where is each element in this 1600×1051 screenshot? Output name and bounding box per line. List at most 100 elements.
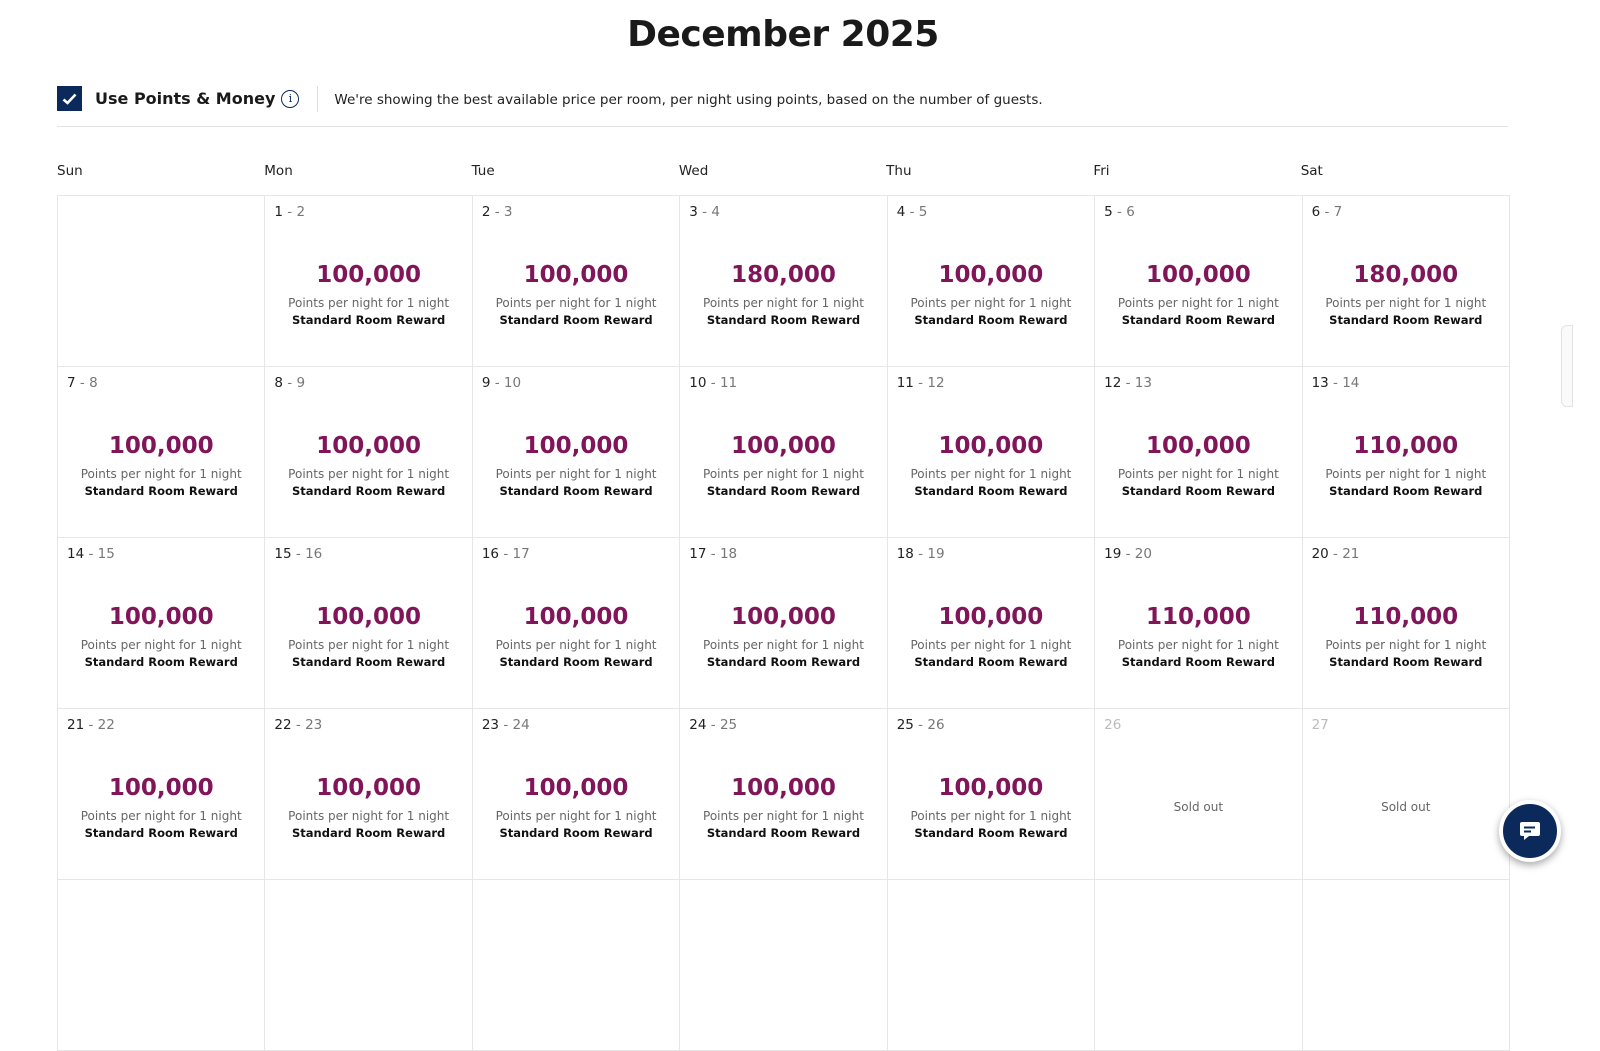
calendar-cell-27: 27 Sold out	[1302, 709, 1510, 880]
points-price: 100,000	[731, 775, 836, 801]
calendar-cell-20[interactable]: 20 - 21 110,000 Points per night for 1 nig…	[1302, 538, 1510, 709]
date-separator: -	[913, 546, 928, 562]
price-subtitle: Points per night for 1 night	[1325, 296, 1487, 310]
calendar-cell-11[interactable]: 11 - 12 100,000 Points per night for 1 nig…	[887, 367, 1096, 538]
check-out-date: 16	[305, 546, 323, 562]
price-subtitle: Points per night for 1 night	[1117, 296, 1279, 310]
room-type: Standard Room Reward	[499, 826, 653, 840]
calendar-cell-21[interactable]: 21 - 22 100,000 Points per night for 1 nig…	[58, 709, 266, 880]
date-separator: -	[1121, 375, 1135, 391]
check-in-date: 13	[1311, 375, 1329, 391]
price-subtitle: Points per night for 1 night	[495, 296, 657, 310]
calendar-cell-1[interactable]: 1 - 2 100,000 Points per night for 1 night…	[265, 196, 473, 367]
check-in-date: 5	[1104, 204, 1113, 220]
check-out-date: 2	[296, 204, 306, 220]
info-icon[interactable]: i	[281, 90, 300, 108]
calendar-cell-next-row	[265, 880, 473, 1051]
side-feedback-tab[interactable]	[1561, 325, 1573, 407]
check-in-date: 22	[274, 717, 292, 733]
price-subtitle: Points per night for 1 night	[703, 638, 864, 652]
calendar-cell-10[interactable]: 10 - 11 100,000 Points per night for 1 nig…	[680, 367, 888, 538]
points-price: 100,000	[108, 775, 214, 801]
weekday-sun: Sun	[57, 163, 83, 179]
calendar-cell-empty	[58, 196, 266, 367]
points-price: 100,000	[316, 262, 422, 288]
weekday-sat: Sat	[1300, 163, 1323, 179]
room-type: Standard Room Reward	[84, 655, 238, 669]
date-separator: -	[84, 546, 98, 562]
pricing-description: We're showing the best available price p…	[334, 92, 1043, 108]
calendar-cell-23[interactable]: 23 - 24 100,000 Points per night for 1 nig…	[472, 709, 681, 880]
date-range: 7 - 8	[67, 375, 98, 391]
room-type: Standard Room Reward	[706, 655, 861, 669]
date-separator: -	[1328, 546, 1343, 562]
date-separator: -	[291, 546, 306, 562]
price-subtitle: Points per night for 1 night	[703, 467, 864, 481]
points-price: 100,000	[108, 604, 214, 630]
calendar-cell-9[interactable]: 9 - 10 100,000 Points per night for 1 nigh…	[472, 367, 681, 538]
room-type: Standard Room Reward	[914, 655, 1068, 669]
use-points-money-label[interactable]: Use Points & Money	[95, 89, 276, 108]
check-out-date: 9	[296, 375, 306, 391]
use-points-money-checkbox[interactable]	[57, 86, 82, 111]
calendar-cell-next-row	[680, 880, 888, 1051]
room-type: Standard Room Reward	[914, 313, 1068, 327]
points-toolbar: Use Points & Money i We're showing the b…	[57, 86, 1508, 127]
price-subtitle: Points per night for 1 night	[80, 638, 242, 652]
check-in-date: 17	[689, 546, 707, 562]
price-subtitle: Points per night for 1 night	[288, 296, 450, 310]
date-separator: -	[1320, 204, 1334, 220]
calendar-cell-17[interactable]: 17 - 18 100,000 Points per night for 1 nig…	[680, 538, 888, 709]
calendar-cell-12[interactable]: 12 - 13 100,000 Points per night for 1 nig…	[1095, 367, 1303, 538]
calendar-cell-25[interactable]: 25 - 26 100,000 Points per night for 1 nig…	[887, 709, 1096, 880]
chat-button[interactable]	[1499, 800, 1561, 862]
points-price: 100,000	[523, 775, 629, 801]
calendar-cell-8[interactable]: 8 - 9 100,000 Points per night for 1 night…	[265, 367, 473, 538]
calendar-cell-15[interactable]: 15 - 16 100,000 Points per night for 1 nig…	[265, 538, 473, 709]
calendar-cell-22[interactable]: 22 - 23 100,000 Points per night for 1 nig…	[265, 709, 473, 880]
price-subtitle: Points per night for 1 night	[1117, 638, 1279, 652]
price-subtitle: Points per night for 1 night	[1117, 467, 1279, 481]
price-subtitle: Points per night for 1 night	[288, 467, 450, 481]
check-in-date: 11	[896, 375, 914, 391]
check-out-date: 5	[918, 204, 928, 220]
calendar-cell-next-row	[58, 880, 266, 1051]
check-in-date: 15	[274, 546, 292, 562]
date-range: 10 - 11	[689, 375, 737, 391]
calendar-cell-7[interactable]: 7 - 8 100,000 Points per night for 1 night…	[58, 367, 266, 538]
divider	[317, 86, 319, 112]
date-range: 15 - 16	[274, 546, 322, 562]
calendar-cell-16[interactable]: 16 - 17 100,000 Points per night for 1 nig…	[472, 538, 681, 709]
check-in-date: 19	[1104, 546, 1122, 562]
check-out-date: 14	[1342, 375, 1360, 391]
check-out-date: 3	[503, 204, 513, 220]
calendar-cell-3[interactable]: 3 - 4 180,000 Points per night for 1 night…	[680, 196, 888, 367]
date-range: 1 - 2	[274, 204, 305, 220]
calendar-cell-6[interactable]: 6 - 7 180,000 Points per night for 1 night…	[1302, 196, 1510, 367]
calendar-cell-18[interactable]: 18 - 19 100,000 Points per night for 1 nig…	[887, 538, 1096, 709]
sold-out-label: Sold out	[1381, 800, 1431, 814]
calendar-cell-2[interactable]: 2 - 3 100,000 Points per night for 1 night…	[472, 196, 681, 367]
weekday-wed: Wed	[678, 163, 709, 179]
check-out-date: 20	[1134, 546, 1152, 562]
date-range: 18 - 19	[897, 546, 945, 562]
calendar-cell-5[interactable]: 5 - 6 100,000 Points per night for 1 night…	[1095, 196, 1303, 367]
price-subtitle: Points per night for 1 night	[495, 809, 657, 823]
points-price: 100,000	[1145, 433, 1251, 459]
check-out-date: 4	[711, 204, 720, 220]
price-subtitle: Points per night for 1 night	[288, 638, 450, 652]
calendar-cell-19[interactable]: 19 - 20 110,000 Points per night for 1 nig…	[1095, 538, 1303, 709]
room-type: Standard Room Reward	[1121, 313, 1275, 327]
date-range: 23 - 24	[482, 717, 530, 733]
weekday-fri: Fri	[1093, 163, 1110, 179]
check-in-date: 4	[896, 204, 906, 220]
calendar-cell-4[interactable]: 4 - 5 100,000 Points per night for 1 night…	[887, 196, 1096, 367]
price-subtitle: Points per night for 1 night	[1325, 638, 1487, 652]
room-type: Standard Room Reward	[499, 655, 653, 669]
weekday-header: Sun Mon Tue Wed Thu Fri Sat	[57, 163, 1508, 179]
calendar-cell-13[interactable]: 13 - 14 110,000 Points per night for 1 nig…	[1302, 367, 1510, 538]
calendar-cell-14[interactable]: 14 - 15 100,000 Points per night for 1 nig…	[58, 538, 266, 709]
date-separator: -	[283, 375, 297, 391]
check-out-date: 10	[503, 375, 522, 391]
calendar-cell-24[interactable]: 24 - 25 100,000 Points per night for 1 nig…	[680, 709, 888, 880]
